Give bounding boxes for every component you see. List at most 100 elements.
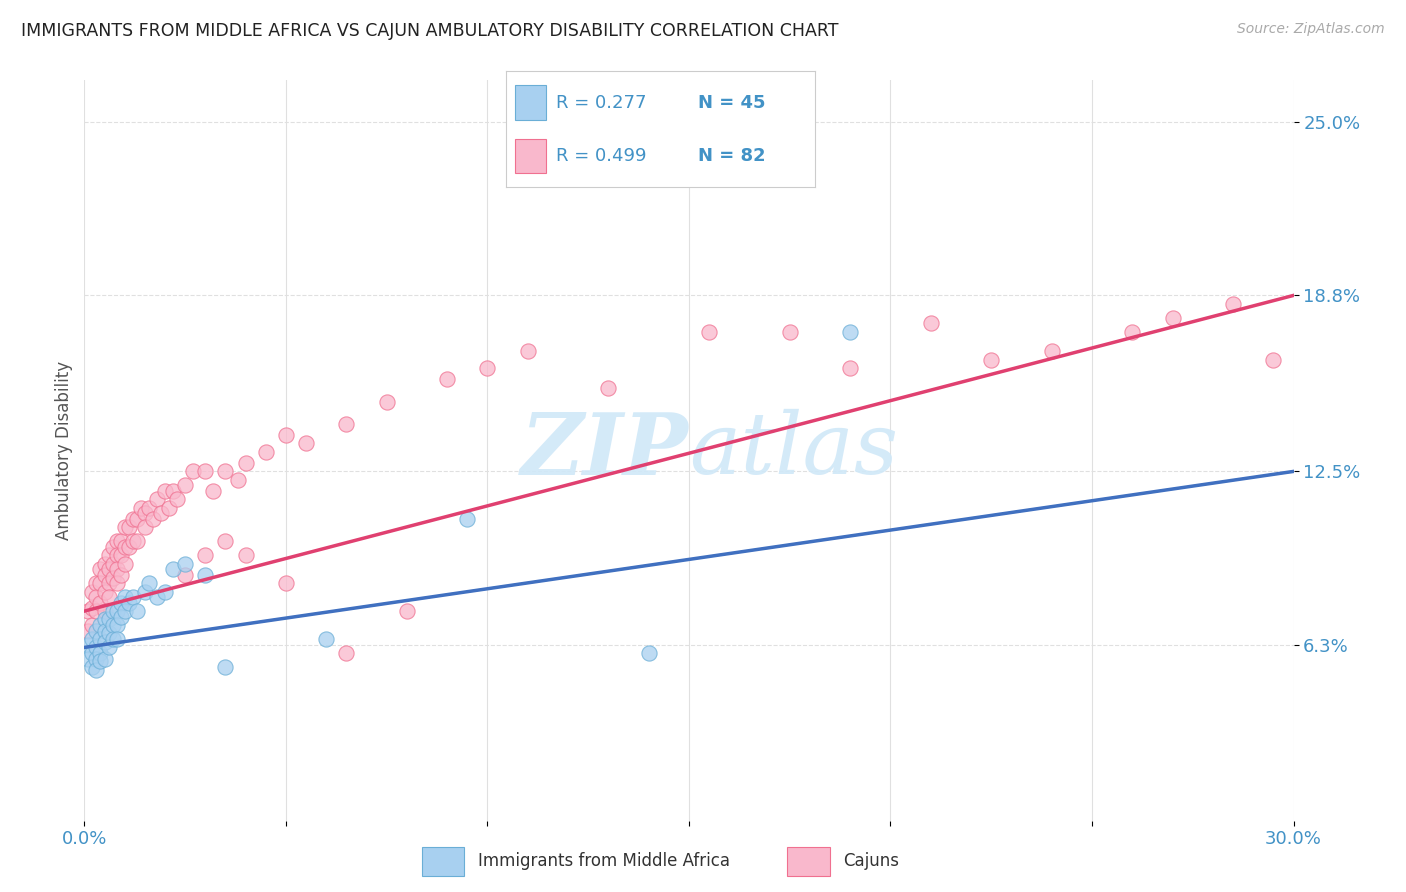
- Point: [1222, 297, 1244, 311]
- Point: [105, 534, 128, 549]
- Point: [89, 576, 111, 591]
- Point: [77, 651, 100, 665]
- Point: [134, 506, 156, 520]
- Point: [134, 520, 156, 534]
- Point: [194, 464, 217, 478]
- Point: [114, 520, 136, 534]
- Point: [86, 590, 108, 604]
- Point: [101, 571, 124, 585]
- Point: [920, 316, 942, 330]
- Text: Immigrants from Middle Africa: Immigrants from Middle Africa: [478, 852, 730, 870]
- Point: [637, 646, 659, 660]
- Point: [315, 632, 337, 646]
- Point: [839, 325, 862, 339]
- Point: [77, 604, 100, 618]
- Point: [86, 651, 108, 665]
- Point: [105, 604, 128, 618]
- Point: [181, 464, 204, 478]
- Point: [118, 596, 141, 610]
- Y-axis label: Ambulatory Disability: Ambulatory Disability: [55, 361, 73, 540]
- Text: ZIP: ZIP: [522, 409, 689, 492]
- Point: [516, 344, 538, 359]
- Point: [146, 590, 169, 604]
- Point: [93, 624, 115, 638]
- Point: [110, 534, 132, 549]
- Point: [93, 557, 115, 571]
- Text: Source: ZipAtlas.com: Source: ZipAtlas.com: [1237, 22, 1385, 37]
- Point: [82, 660, 104, 674]
- Point: [101, 540, 124, 554]
- Point: [456, 512, 478, 526]
- Point: [839, 361, 862, 376]
- Point: [114, 590, 136, 604]
- Point: [125, 512, 148, 526]
- Point: [194, 567, 217, 582]
- Text: N = 82: N = 82: [697, 147, 765, 165]
- Point: [110, 596, 132, 610]
- Point: [82, 618, 104, 632]
- Point: [97, 640, 120, 655]
- Point: [1263, 352, 1285, 367]
- Point: [235, 456, 257, 470]
- Point: [214, 464, 236, 478]
- Point: [82, 632, 104, 646]
- Point: [97, 590, 120, 604]
- Point: [82, 584, 104, 599]
- Point: [980, 352, 1002, 367]
- Point: [153, 584, 176, 599]
- Point: [93, 584, 115, 599]
- Point: [121, 590, 143, 604]
- Point: [254, 445, 277, 459]
- Point: [105, 562, 128, 576]
- Point: [93, 567, 115, 582]
- Point: [89, 596, 111, 610]
- Point: [295, 436, 318, 450]
- Point: [121, 534, 143, 549]
- Text: N = 45: N = 45: [697, 94, 765, 112]
- Point: [214, 660, 236, 674]
- Point: [89, 632, 111, 646]
- Bar: [516, 86, 547, 120]
- Point: [97, 612, 120, 626]
- Point: [86, 604, 108, 618]
- Point: [174, 567, 197, 582]
- Point: [202, 483, 225, 498]
- Point: [101, 618, 124, 632]
- Point: [118, 540, 141, 554]
- Point: [86, 576, 108, 591]
- Text: IMMIGRANTS FROM MIDDLE AFRICA VS CAJUN AMBULATORY DISABILITY CORRELATION CHART: IMMIGRANTS FROM MIDDLE AFRICA VS CAJUN A…: [21, 22, 838, 40]
- Point: [194, 548, 217, 562]
- Point: [274, 576, 297, 591]
- Point: [274, 428, 297, 442]
- Text: R = 0.499: R = 0.499: [555, 147, 647, 165]
- Point: [93, 604, 115, 618]
- Point: [77, 638, 100, 652]
- Point: [121, 512, 143, 526]
- Point: [1121, 325, 1143, 339]
- Point: [105, 576, 128, 591]
- Point: [146, 492, 169, 507]
- Point: [82, 601, 104, 615]
- Point: [114, 604, 136, 618]
- Point: [1161, 310, 1184, 325]
- Point: [477, 361, 499, 376]
- Point: [86, 624, 108, 638]
- Point: [105, 632, 128, 646]
- Point: [125, 604, 148, 618]
- Point: [110, 567, 132, 582]
- Point: [138, 500, 160, 515]
- Text: atlas: atlas: [689, 409, 898, 491]
- Point: [97, 562, 120, 576]
- Point: [77, 624, 100, 638]
- Point: [335, 646, 357, 660]
- Point: [97, 576, 120, 591]
- Text: Cajuns: Cajuns: [844, 852, 900, 870]
- Point: [97, 626, 120, 640]
- Point: [697, 325, 720, 339]
- Point: [153, 483, 176, 498]
- Point: [86, 663, 108, 677]
- Point: [114, 557, 136, 571]
- Point: [162, 483, 184, 498]
- Point: [93, 612, 115, 626]
- Point: [138, 576, 160, 591]
